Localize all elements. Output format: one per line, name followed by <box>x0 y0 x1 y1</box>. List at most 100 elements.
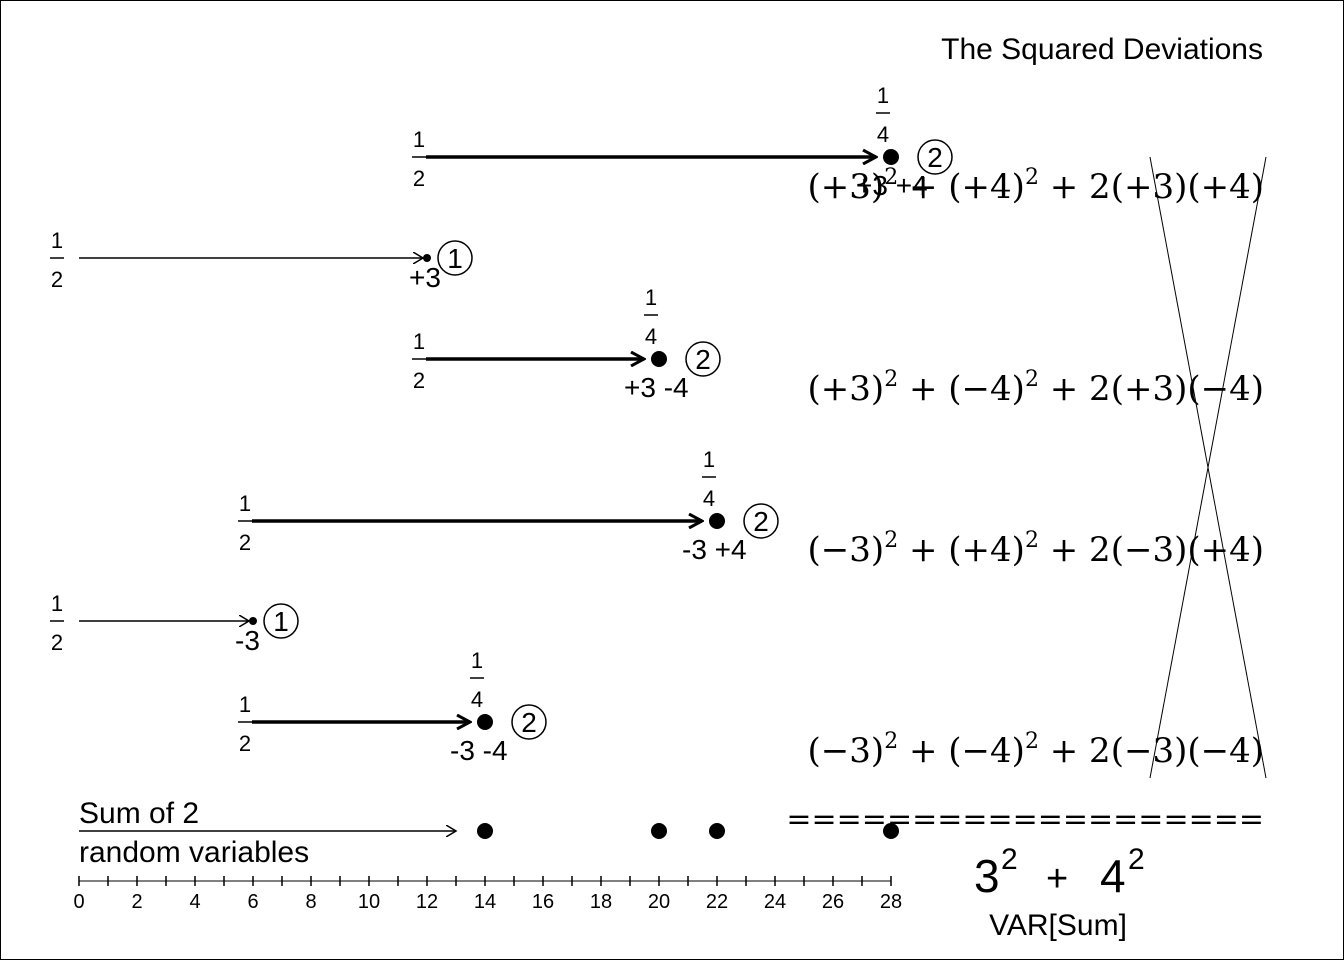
separator-line: =================== <box>786 802 1264 837</box>
branch-value-label: -3 <box>235 625 260 656</box>
axis-tick-label: 4 <box>189 891 200 913</box>
axis-tick-label: 14 <box>474 891 496 913</box>
branch-probability-numerator: 1 <box>51 591 63 616</box>
axis-tick-label: 28 <box>880 891 902 913</box>
outcome-value-label: -3 +4 <box>682 534 747 565</box>
branch-probability: 12 <box>50 228 64 292</box>
sum-point <box>883 823 899 839</box>
step-marker: 1 <box>437 240 473 276</box>
cancel-cross <box>1149 156 1267 779</box>
step-marker: 1 <box>263 603 299 639</box>
branch-probability-denominator: 2 <box>51 630 63 655</box>
step-marker-number: 2 <box>753 506 769 537</box>
branch-point <box>249 617 257 625</box>
outcome-first-probability-numerator: 1 <box>413 329 425 354</box>
axis-tick-label: 2 <box>131 891 142 913</box>
outcome-second-probability-denominator: 4 <box>877 122 889 147</box>
outcome-point <box>883 149 899 165</box>
outcome-second-probability: 14 <box>644 285 658 349</box>
outcome-second-probability-denominator: 4 <box>703 486 715 511</box>
axis-tick-label: 24 <box>764 891 786 913</box>
outcome-value-label: +3 -4 <box>624 372 689 403</box>
step-marker-number: 2 <box>695 344 711 375</box>
step-marker-number: 2 <box>521 707 537 738</box>
outcome-point <box>477 714 493 730</box>
axis-tick-label: 6 <box>247 891 258 913</box>
branch-probability-denominator: 2 <box>51 267 63 292</box>
axis-tick-label: 8 <box>305 891 316 913</box>
branch-probability: 12 <box>50 591 64 655</box>
outcome-second-probability: 14 <box>876 83 890 147</box>
axis-tick-label: 10 <box>358 891 380 913</box>
step-marker-circle <box>437 240 473 276</box>
axis-tick-label: 0 <box>73 891 84 913</box>
outcome-second-probability-numerator: 1 <box>645 285 657 310</box>
outcome-second-probability: 14 <box>470 648 484 712</box>
cross-line-2 <box>1149 156 1267 779</box>
outcome-value-label: -3 -4 <box>450 735 508 766</box>
step-marker-circle <box>743 503 779 539</box>
outcome-first-probability-numerator: 1 <box>239 692 251 717</box>
step-marker-circle <box>263 603 299 639</box>
outcome-first-probability-denominator: 2 <box>413 368 425 393</box>
number-line-axis: 0 2 4 6 8 10 12 14 16 18 20 22 24 26 28 <box>73 876 902 913</box>
axis-tick-label: 12 <box>416 891 438 913</box>
squared-deviation-formulas: (+3)2 + (+4)2 + 2(+3)(+4) (+3)2 + (−4)2 +… <box>808 165 1264 771</box>
step-marker: 2 <box>685 341 721 377</box>
branch-2: 121-3 <box>50 591 299 656</box>
outcome-first-probability: 12 <box>412 329 426 393</box>
axis-tick-label: 20 <box>648 891 670 913</box>
branch-value-label: +3 <box>409 262 441 293</box>
outcome-first-probability-denominator: 2 <box>413 166 425 191</box>
formula-4: (−3)2 + (−4)2 + 2(−3)(−4) <box>808 729 1264 771</box>
branch-probability-numerator: 1 <box>51 228 63 253</box>
axis-tick-label: 18 <box>590 891 612 913</box>
outcome-second-probability-numerator: 1 <box>877 83 889 108</box>
outcome-first-probability-denominator: 2 <box>239 530 251 555</box>
sum-point <box>651 823 667 839</box>
result-label: VAR[Sum] <box>989 909 1127 942</box>
diagram-title: The Squared Deviations <box>941 33 1263 66</box>
axis-tick-label: 16 <box>532 891 554 913</box>
outcome-point <box>651 351 667 367</box>
outcome-second-probability-numerator: 1 <box>703 447 715 472</box>
outcome-first-probability: 12 <box>238 491 252 555</box>
outcome-value-label: +3 +4 <box>856 170 928 201</box>
result-base-1: 3 <box>974 850 1000 902</box>
outcome-first-probability: 12 <box>412 127 426 191</box>
step-marker: 2 <box>917 139 953 175</box>
outcome-second-probability-denominator: 4 <box>645 324 657 349</box>
outcome-first-probability: 12 <box>238 692 252 756</box>
result-exp-2: 2 <box>1128 843 1145 876</box>
outcome-4: 12 14 2 -3 -4 <box>238 648 547 766</box>
step-marker-circle <box>917 139 953 175</box>
step-marker-circle <box>511 704 547 740</box>
formula-2: (+3)2 + (−4)2 + 2(+3)(−4) <box>808 367 1264 409</box>
formula-3: (−3)2 + (+4)2 + 2(−3)(+4) <box>808 528 1264 570</box>
step-marker-number: 1 <box>273 606 289 637</box>
step-marker-number: 1 <box>447 243 463 274</box>
step-marker-number: 2 <box>927 142 943 173</box>
variance-result: 3 2 + 4 2 VAR[Sum] <box>974 843 1145 942</box>
sum-points <box>477 823 899 839</box>
step-marker: 2 <box>743 503 779 539</box>
outcome-second-probability: 14 <box>702 447 716 511</box>
result-base-2: 4 <box>1100 850 1126 902</box>
sum-point <box>709 823 725 839</box>
sum-label-line2: random variables <box>79 836 309 869</box>
axis-tick-label: 22 <box>706 891 728 913</box>
sum-label-line1: Sum of 2 <box>79 797 199 830</box>
branch-1: 121+3 <box>50 228 473 293</box>
result-exp-1: 2 <box>1001 843 1018 876</box>
axis-tick-label: 26 <box>822 891 844 913</box>
formula-1: (+3)2 + (+4)2 + 2(+3)(+4) <box>808 165 1264 207</box>
sum-row: Sum of 2 random variables <box>79 797 899 869</box>
step-marker-circle <box>685 341 721 377</box>
outcome-point <box>709 513 725 529</box>
result-plus: + <box>1046 858 1068 900</box>
